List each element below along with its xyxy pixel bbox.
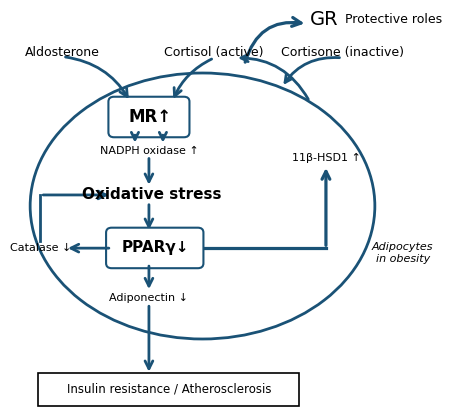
Text: Insulin resistance / Atherosclerosis: Insulin resistance / Atherosclerosis [67,383,271,396]
Text: Adiponectin ↓: Adiponectin ↓ [110,293,188,303]
Text: PPARγ↓: PPARγ↓ [121,241,189,255]
FancyBboxPatch shape [38,372,299,406]
Text: Cortisone (inactive): Cortisone (inactive) [281,46,404,59]
Text: GR: GR [310,10,338,29]
Text: Adipocytes
in obesity: Adipocytes in obesity [372,242,433,264]
Text: Aldosterone: Aldosterone [25,46,100,59]
Text: 11β-HSD1 ↑: 11β-HSD1 ↑ [291,153,360,163]
Text: MR↑: MR↑ [128,108,172,126]
FancyBboxPatch shape [109,97,189,137]
Text: Cortisol (active): Cortisol (active) [164,46,264,59]
FancyBboxPatch shape [106,228,204,268]
Text: Catalase ↓: Catalase ↓ [10,243,71,253]
Text: Oxidative stress: Oxidative stress [81,187,221,202]
Text: NADPH oxidase ↑: NADPH oxidase ↑ [100,146,198,156]
Text: Protective roles: Protective roles [345,13,442,26]
